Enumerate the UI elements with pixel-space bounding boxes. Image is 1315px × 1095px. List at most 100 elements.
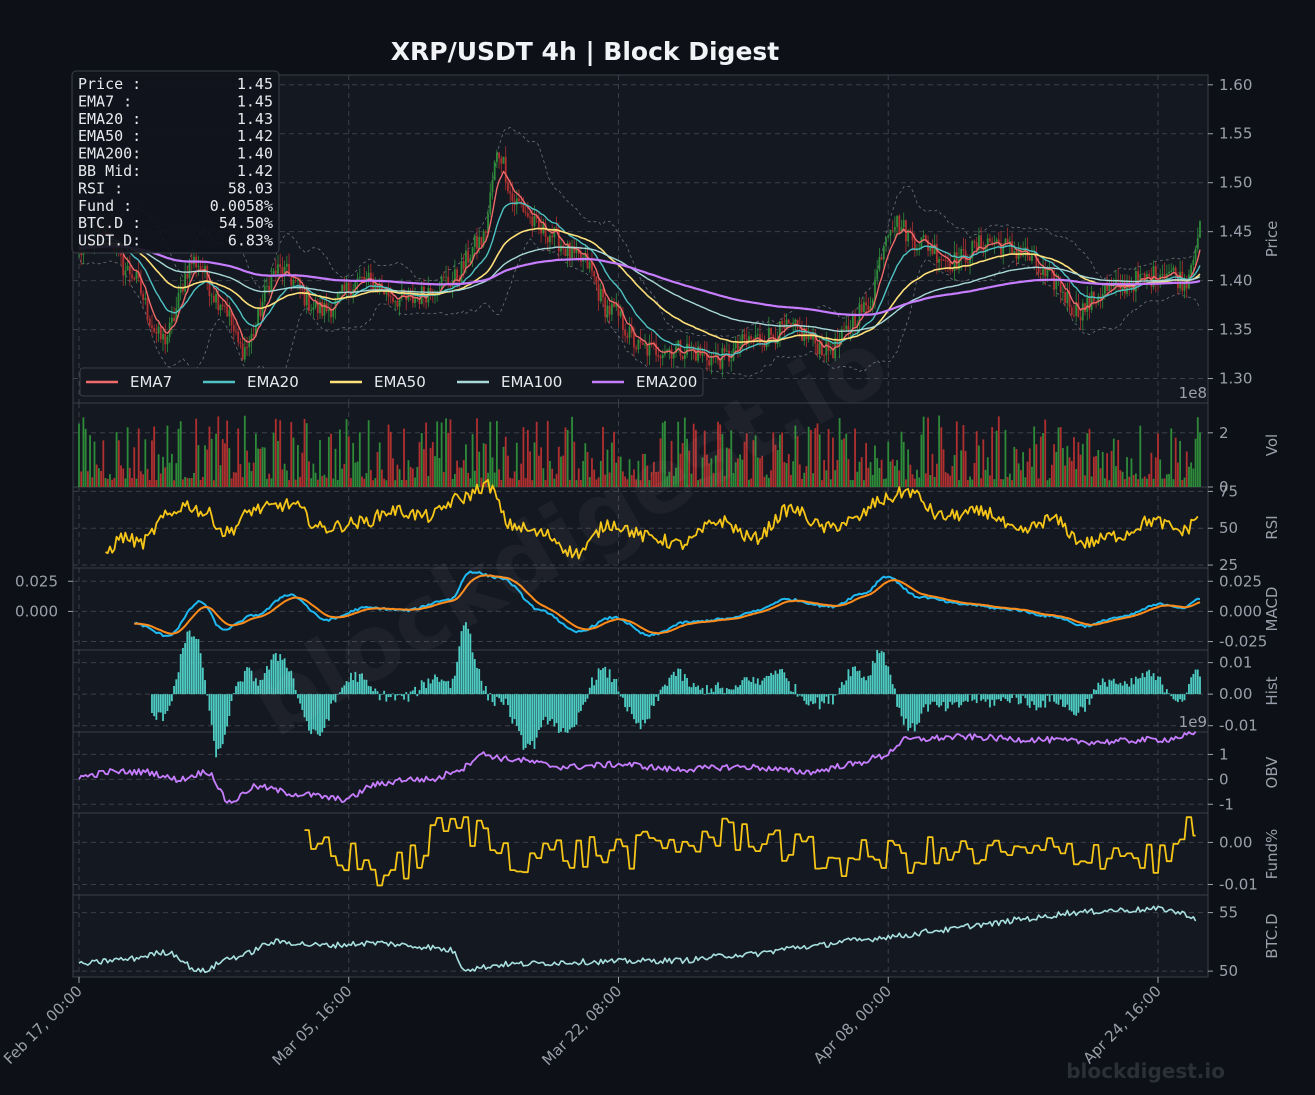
volume-bar — [790, 474, 792, 487]
volume-bar — [177, 428, 180, 487]
candle-body — [230, 310, 233, 326]
hist-bar — [294, 689, 297, 695]
candle-body — [122, 255, 125, 276]
hist-bar — [1033, 694, 1036, 705]
candle-body — [166, 336, 169, 345]
x-tick-label: Apr 08, 00:00 — [810, 982, 895, 1067]
hist-bar — [414, 686, 416, 695]
candle-body — [261, 301, 264, 317]
hist-bar — [440, 679, 443, 695]
hist-bar — [814, 694, 817, 704]
hist-bar — [732, 689, 735, 695]
volume-bar — [688, 450, 691, 487]
hist-bar — [1004, 694, 1007, 699]
candle-body — [750, 336, 753, 339]
hist-bar — [1134, 676, 1137, 695]
candle-body — [551, 235, 554, 238]
candle-body — [1059, 280, 1062, 293]
hist-bar — [938, 694, 940, 708]
candle-body — [394, 300, 397, 302]
candle-body — [781, 321, 784, 325]
candle-body — [725, 350, 728, 352]
candle-body — [327, 309, 330, 312]
volume-bar — [261, 447, 264, 487]
volume-bar — [1037, 478, 1040, 487]
hist-bar — [1196, 669, 1199, 695]
volume-bar — [1130, 458, 1133, 487]
hist-bar — [699, 689, 702, 695]
volume-bar — [263, 447, 266, 487]
candle-body — [263, 286, 266, 302]
volume-bar — [588, 477, 591, 487]
candle-body — [1154, 266, 1157, 282]
volume-bar — [960, 450, 963, 487]
hist-bar — [1075, 694, 1078, 716]
hist-bar — [986, 694, 989, 700]
volume-bar — [151, 440, 153, 487]
volume-bar — [977, 445, 980, 487]
price-ytick-label: 1.50 — [1219, 174, 1252, 192]
hist-bar — [442, 680, 445, 695]
volume-bar — [522, 427, 525, 487]
candle-body — [1141, 273, 1144, 275]
hist-bar — [812, 694, 814, 705]
hist-bar — [664, 684, 666, 695]
candle-body — [1172, 267, 1175, 271]
hist-bar — [361, 673, 363, 695]
hist-bar — [210, 694, 213, 725]
volume-bar — [440, 422, 443, 487]
hist-bar — [476, 667, 478, 695]
volume-bar — [1196, 417, 1199, 487]
volume-bar — [1090, 476, 1093, 487]
price-ylabel: Price — [1263, 221, 1281, 258]
volume-bar — [624, 476, 627, 487]
hist-bar — [219, 694, 222, 749]
candle-body — [639, 339, 642, 343]
candle-body — [148, 318, 151, 326]
volume-bar — [655, 472, 657, 487]
candle-body — [1090, 291, 1093, 310]
volume-bar — [224, 443, 226, 487]
hist-bar — [469, 633, 472, 695]
hist-bar — [239, 681, 242, 695]
hist-bar — [312, 694, 315, 730]
candle-body — [869, 306, 872, 311]
hist-bar — [646, 694, 649, 720]
hist-bar — [400, 694, 403, 697]
hist-bar — [686, 677, 688, 695]
candle-body — [555, 227, 558, 229]
volume-bar — [792, 461, 795, 487]
volume-bar — [1146, 478, 1148, 487]
hist-bar — [515, 694, 518, 726]
hist-bar — [692, 682, 695, 695]
volume-bar — [117, 440, 120, 487]
hist-bar — [721, 687, 724, 695]
hist-bar — [851, 666, 854, 695]
candle-body — [821, 341, 823, 356]
hist-bar — [1070, 694, 1073, 712]
volume-bar — [334, 448, 337, 487]
candle-body — [588, 262, 591, 269]
hist-bar — [683, 674, 686, 695]
chart-title: XRP/USDT 4h | Block Digest — [391, 37, 780, 66]
candle-body — [476, 235, 478, 249]
candle-body — [124, 270, 127, 276]
volume-bar — [635, 479, 638, 487]
volume-bar — [208, 426, 211, 487]
hist-bar — [922, 694, 925, 708]
candle-body — [361, 276, 363, 278]
volume-bar — [907, 449, 910, 487]
candle-body — [285, 263, 288, 267]
hist-bar — [319, 694, 321, 737]
volume-bar — [874, 445, 876, 487]
hist-bar — [197, 639, 200, 695]
candle-body — [321, 301, 324, 316]
candle-body — [1037, 267, 1040, 273]
volume-bar — [962, 425, 965, 487]
obv-ylabel: OBV — [1263, 756, 1281, 789]
hist-bar — [829, 694, 832, 696]
hist-bar — [564, 694, 567, 733]
hist-bar — [1062, 694, 1064, 707]
hist-bar — [759, 684, 761, 695]
volume-bar — [323, 474, 326, 487]
